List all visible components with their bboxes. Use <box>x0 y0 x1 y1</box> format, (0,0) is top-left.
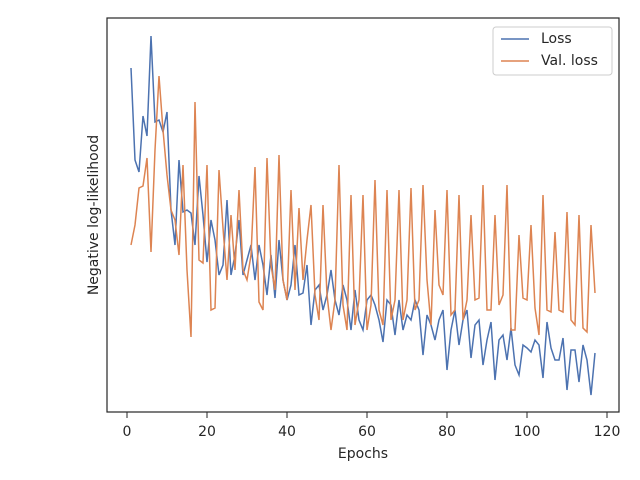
x-tick-label: 80 <box>438 424 456 440</box>
x-tick-label: 120 <box>594 424 621 440</box>
series-line <box>130 35 596 396</box>
x-tick-label: 40 <box>278 424 296 440</box>
legend-label: Loss <box>541 31 572 47</box>
y-axis-label: Negative log-likelihood <box>86 135 102 295</box>
series-line <box>130 75 596 338</box>
x-tick-label: 20 <box>198 424 216 440</box>
x-tick-label: 60 <box>358 424 376 440</box>
legend-label: Val. loss <box>541 53 598 69</box>
x-axis-label: Epochs <box>338 446 388 462</box>
axes-frame <box>106 17 620 413</box>
x-tick-label: 0 <box>123 424 132 440</box>
x-tick-label: 100 <box>514 424 541 440</box>
